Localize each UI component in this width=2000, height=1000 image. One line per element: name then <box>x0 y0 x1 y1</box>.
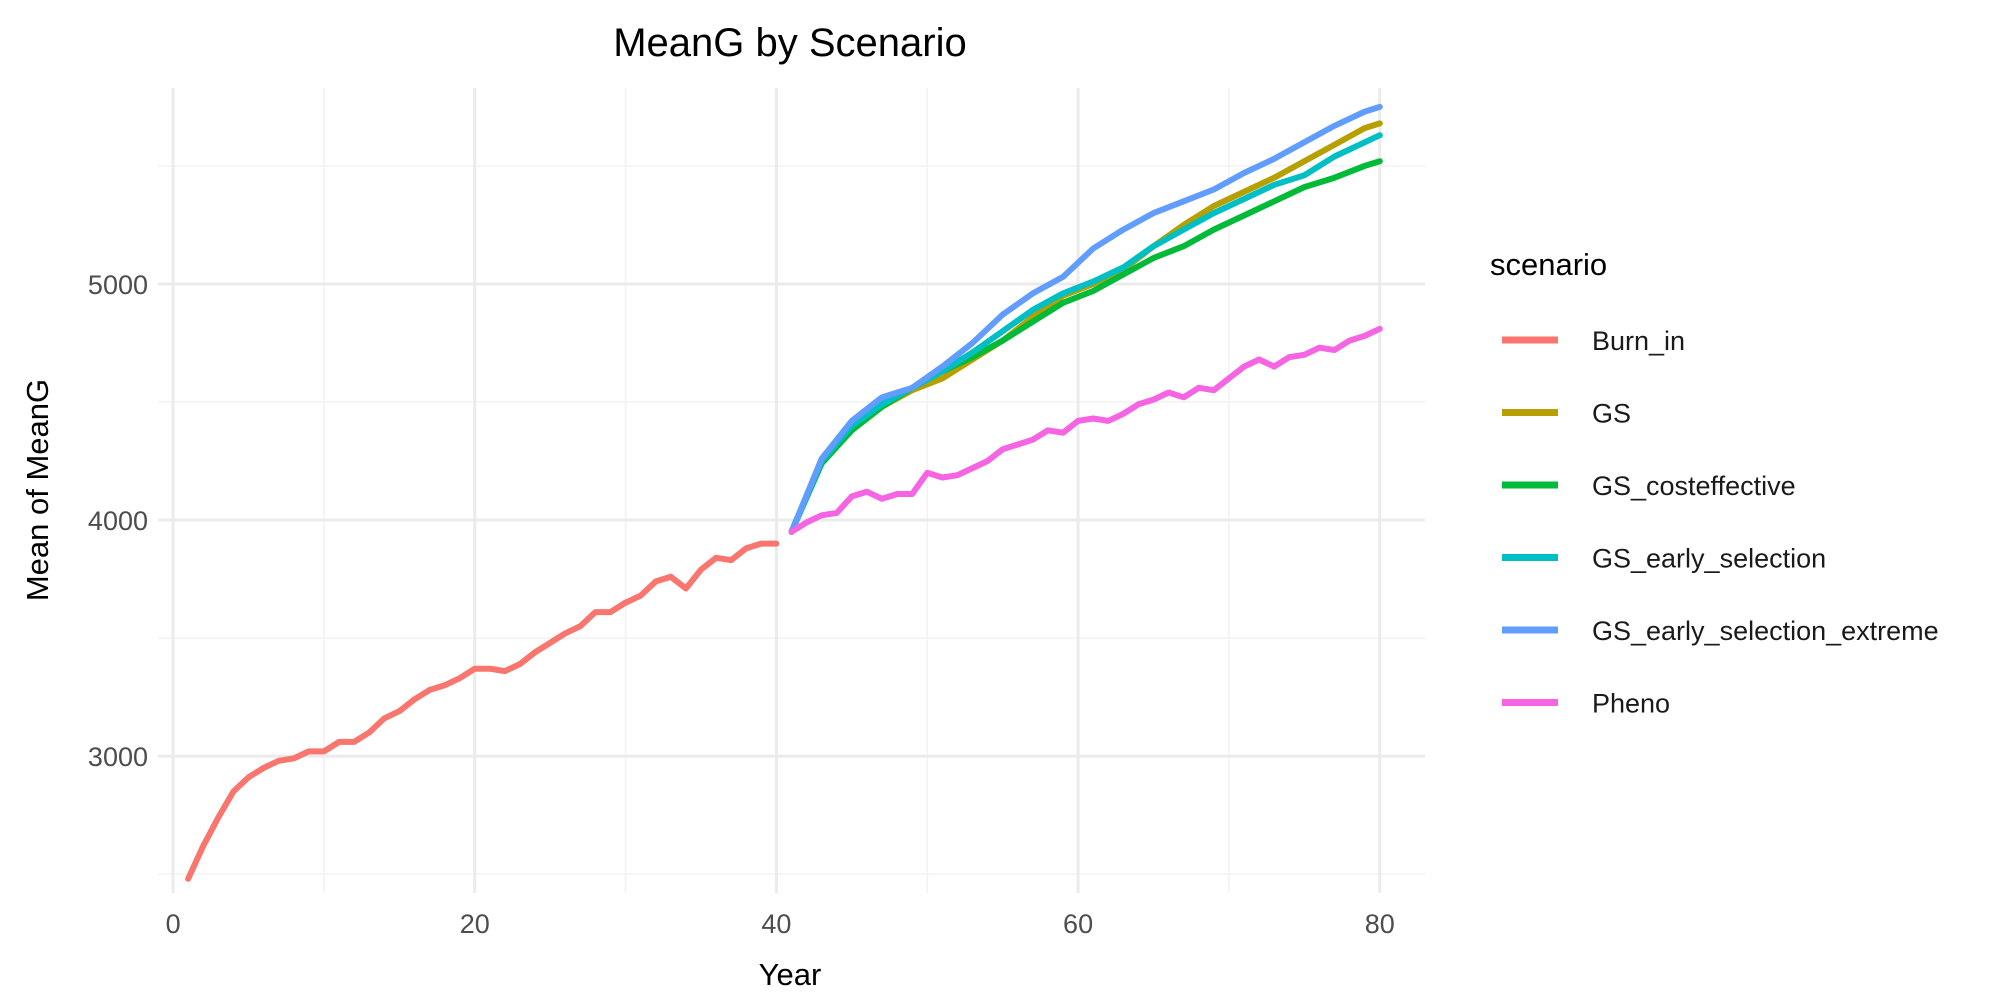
x-tick-label: 0 <box>166 909 181 939</box>
series-line-gs-early-selection-extreme <box>788 103 1383 535</box>
chart-title: MeanG by Scenario <box>613 21 967 65</box>
x-tick-label: 80 <box>1365 909 1395 939</box>
legend-label: GS_early_selection <box>1592 544 1826 574</box>
y-tick-label: 3000 <box>88 742 148 772</box>
x-tick-label: 40 <box>761 909 791 939</box>
x-axis-title: Year <box>759 957 822 992</box>
y-tick-label: 4000 <box>88 506 148 536</box>
legend-item: GS_early_selection_extreme <box>1502 616 1939 646</box>
y-tick-label: 5000 <box>88 270 148 300</box>
legend-item: Burn_in <box>1502 326 1685 356</box>
legend-item: GS <box>1502 399 1631 429</box>
legend-item: GS_early_selection <box>1502 544 1826 574</box>
legend-title: scenario <box>1490 247 1607 282</box>
series-line-pheno <box>788 325 1383 535</box>
tick-labels: 0 20 40 60 80 3000 4000 5000 <box>88 270 1395 939</box>
x-tick-label: 20 <box>460 909 490 939</box>
legend-item: GS_costeffective <box>1502 471 1796 501</box>
legend: scenario Burn_in GS GS_costeffective GS_ear… <box>1490 247 1939 719</box>
legend-item: Pheno <box>1502 689 1670 719</box>
series-lines <box>185 103 1383 882</box>
legend-label: Burn_in <box>1592 326 1685 356</box>
y-axis-title: Mean of MeanG <box>20 379 55 601</box>
legend-label: Pheno <box>1592 689 1670 719</box>
x-tick-label: 60 <box>1063 909 1093 939</box>
series-line-burn-in <box>185 540 780 882</box>
series-line-gs-early-selection <box>788 132 1383 535</box>
legend-items: Burn_in GS GS_costeffective GS_early_select… <box>1502 326 1939 719</box>
legend-label: GS_early_selection_extreme <box>1592 616 1939 646</box>
legend-label: GS_costeffective <box>1592 471 1796 501</box>
legend-label: GS <box>1592 399 1631 429</box>
grid <box>158 88 1425 893</box>
